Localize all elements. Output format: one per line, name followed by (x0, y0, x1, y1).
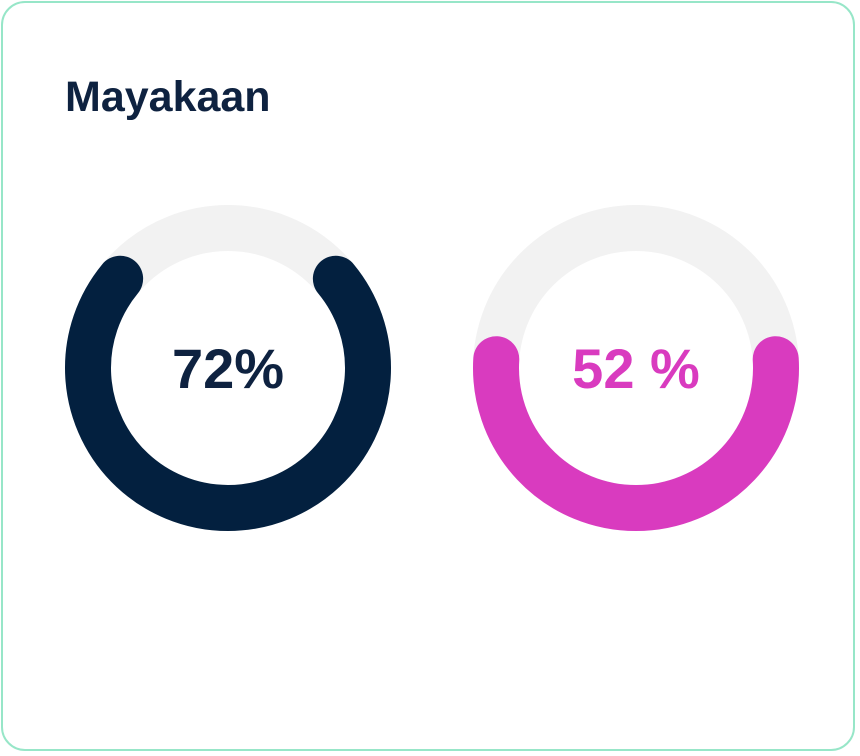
progress-ring-2-chart (473, 205, 799, 531)
progress-ring-2: 52 % (471, 203, 801, 533)
progress-ring-1-arc (65, 255, 391, 531)
card-title: Mayakaan (65, 73, 271, 121)
progress-ring-2-value: 52 % (572, 336, 700, 400)
progress-ring-1-value: 72% (171, 336, 285, 400)
progress-ring-1-chart (65, 205, 391, 531)
progress-ring-2-arc (473, 336, 799, 531)
progress-ring-1: 72% (63, 203, 393, 533)
